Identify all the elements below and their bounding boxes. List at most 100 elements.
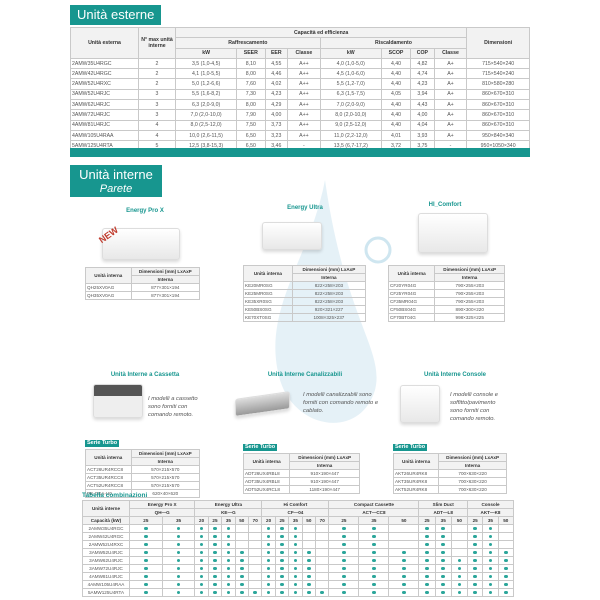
compat-cell: [497, 580, 515, 589]
value-cell: 950×840×340: [466, 129, 530, 142]
compatible-dot-icon: [457, 566, 462, 570]
value-cell: 810×580×280: [466, 78, 530, 90]
capacity-cell: 20: [261, 516, 276, 525]
model-cell: KE20MR0SG: [243, 281, 293, 290]
compat-cell: [129, 588, 163, 597]
compat-cell: [467, 580, 484, 589]
value-cell: 5,0 (1,2-6,6): [174, 78, 238, 90]
compatible-dot-icon: [342, 550, 346, 554]
compatible-dot-icon: [425, 574, 429, 578]
header-row: Unità interne Energy Pro X Energy Ultra Hi …: [82, 500, 514, 517]
compat-cell: [221, 548, 236, 557]
compat-cell: [388, 548, 420, 557]
compat-cell: [274, 540, 290, 549]
indoor-spec-table: Unità interna Dimensioni (mm) LxAxP Intern…: [392, 453, 507, 494]
compat-cell: [482, 580, 499, 589]
compat-cell: [129, 532, 163, 541]
capacity-cell: 50: [497, 516, 515, 525]
compat-cell: [467, 564, 484, 573]
console-image: [400, 385, 440, 423]
table-row: ACT52UR4RCC8 570×215×570: [85, 481, 201, 490]
value-cell: 3,93: [410, 129, 435, 142]
compatible-dot-icon: [342, 542, 346, 546]
compatible-dot-icon: [320, 590, 324, 594]
group-name: Energy Pro X: [128, 500, 196, 509]
value-cell: A++: [287, 119, 321, 131]
outdoor-unit-cell: 3AMW52U4RJC: [82, 548, 130, 557]
compat-cell: [418, 524, 436, 533]
table-row: CF25YR04G 790×255×203: [387, 289, 505, 298]
table-row: CF70BT04G 998×325×225: [387, 313, 505, 322]
compatible-dot-icon: [372, 590, 376, 594]
compat-cell: [247, 540, 263, 549]
compatible-dot-icon: [473, 574, 477, 578]
compatible-dot-icon: [504, 582, 508, 586]
th-dim: Dimensioni (mm) LxAxP: [291, 265, 367, 274]
compatible-dot-icon: [144, 526, 148, 530]
compat-cell: [328, 588, 360, 597]
table-row: KE25MR0SG 822×258×203: [243, 289, 367, 298]
value-cell: 4,40: [380, 119, 412, 131]
compatible-dot-icon: [293, 534, 298, 538]
group-name: Console: [467, 500, 514, 509]
th-max: N° max unità interne: [138, 27, 176, 59]
value-cell: A+: [433, 99, 468, 111]
th-classe: Classe: [287, 47, 321, 59]
outdoor-unit-cell: 2AMW35U4RGC: [82, 524, 130, 533]
compatible-dot-icon: [425, 582, 429, 586]
value-cell: 4,82: [410, 57, 435, 70]
compatible-dot-icon: [280, 590, 284, 594]
compat-cell: [288, 588, 303, 597]
compatible-dot-icon: [240, 566, 244, 570]
compat-cell: [358, 532, 390, 541]
compat-cell: [388, 532, 420, 541]
compat-cell: [234, 572, 250, 581]
compatible-dot-icon: [266, 574, 271, 578]
compat-cell: [247, 588, 263, 597]
compat-cell: [274, 532, 290, 541]
outdoor-unit-cell: 3AMW72U4RJC: [82, 564, 130, 573]
compatible-dot-icon: [425, 590, 429, 594]
compat-cell: [234, 532, 250, 541]
th-dim: Dimensioni: [466, 27, 530, 59]
compatible-dot-icon: [176, 574, 181, 578]
th-unit: Unità interna: [242, 453, 291, 470]
compat-cell: [288, 572, 303, 581]
header-row: Unità interna Dimensioni (mm) LxAxP: [243, 265, 367, 282]
compatible-dot-icon: [473, 558, 477, 562]
outdoor-unit-cell: 4AMW81U4RJC: [82, 572, 130, 581]
compatible-dot-icon: [425, 550, 429, 554]
capacity-cell: 35: [358, 516, 390, 525]
group-code: QH—G: [128, 508, 196, 517]
compatible-dot-icon: [372, 582, 376, 586]
compatible-dot-icon: [213, 590, 217, 594]
compat-cell: [194, 532, 209, 541]
table-row: ADT52UX4RCL8 1180×190×447: [242, 485, 360, 494]
value-cell: 4,01: [380, 129, 412, 142]
compatible-dot-icon: [488, 590, 493, 594]
compatible-dot-icon: [307, 558, 311, 562]
compatible-dot-icon: [441, 526, 445, 530]
table-footer-bar: [70, 148, 530, 157]
capacity-cell: 35: [434, 516, 452, 525]
capacity-cell: 25: [328, 516, 360, 525]
indoor-subtitle: Parete: [99, 183, 133, 195]
compatible-dot-icon: [473, 526, 477, 530]
compat-cell: [418, 540, 436, 549]
compat-cell: [207, 548, 223, 557]
compatible-dot-icon: [372, 534, 376, 538]
compatible-dot-icon: [213, 558, 217, 562]
compatible-dot-icon: [372, 574, 376, 578]
value-cell: 3: [138, 88, 176, 101]
model-cell: ADT52UX4RCL8: [242, 485, 291, 494]
value-cell: 715×540×240: [466, 68, 530, 80]
compatible-dot-icon: [307, 550, 311, 554]
compatible-dot-icon: [488, 534, 493, 538]
compatible-dot-icon: [144, 582, 148, 586]
compat-cell: [315, 580, 330, 589]
compat-cell: [161, 532, 196, 541]
indoor-spec-table: Unità interna Dimensioni (mm) LxAxP Intern…: [85, 267, 201, 300]
combinations-title: Tabella combinazioni: [82, 492, 148, 499]
compatible-dot-icon: [176, 590, 181, 594]
compat-cell: [388, 540, 420, 549]
